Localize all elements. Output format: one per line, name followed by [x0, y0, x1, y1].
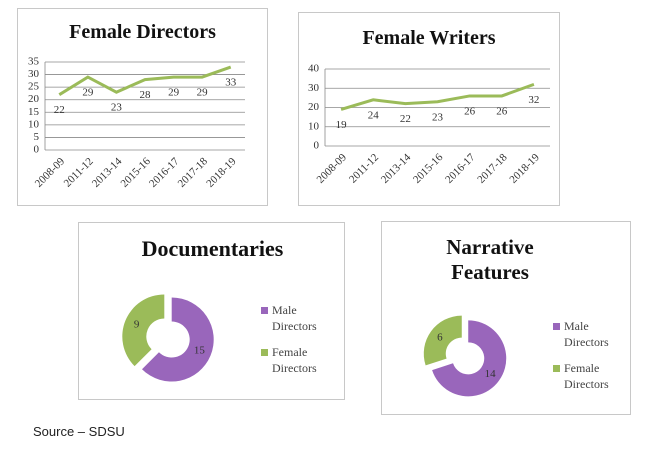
donut-slice — [141, 297, 214, 382]
legend-entry: Male Directors — [553, 319, 626, 350]
chart-title: Female Writers — [362, 27, 496, 49]
data-label: 9 — [134, 319, 140, 331]
y-tick-label: 40 — [308, 63, 320, 75]
y-tick-label: 30 — [308, 82, 320, 94]
data-label: 26 — [464, 105, 476, 117]
data-label: 23 — [111, 102, 123, 114]
chart-panel — [17, 8, 268, 206]
data-label: 26 — [496, 105, 508, 117]
y-tick-label: 5 — [34, 131, 40, 143]
y-tick-label: 0 — [34, 144, 40, 156]
y-tick-label: 30 — [28, 68, 40, 80]
y-tick-label: 20 — [28, 93, 40, 105]
y-tick-label: 0 — [314, 140, 320, 152]
legend-swatch — [553, 365, 560, 372]
data-label: 23 — [432, 111, 444, 123]
chart-panel — [78, 222, 345, 400]
data-label: 19 — [336, 119, 348, 131]
data-label: 14 — [485, 368, 497, 380]
data-label: 22 — [54, 104, 65, 116]
data-label: 29 — [168, 87, 180, 99]
y-tick-label: 15 — [28, 106, 40, 118]
chart-title: Narrative Features — [446, 235, 534, 285]
donut-slice — [423, 315, 462, 366]
y-tick-label: 10 — [28, 118, 40, 130]
data-label: 32 — [528, 94, 539, 106]
data-label: 24 — [368, 109, 380, 121]
line — [58, 65, 232, 96]
line — [340, 82, 535, 111]
chart-title: Female Directors — [69, 21, 216, 43]
donut-slice — [122, 294, 165, 367]
chart-panel — [381, 221, 631, 415]
data-label: 6 — [437, 331, 443, 343]
data-label: 29 — [82, 87, 94, 99]
legend-swatch — [261, 307, 268, 314]
legend-entry: Male Directors — [261, 303, 334, 334]
donut-slice — [432, 320, 507, 397]
data-label: 22 — [400, 113, 411, 125]
legend-swatch — [261, 349, 268, 356]
data-label: 29 — [197, 87, 209, 99]
legend-entry: Female Directors — [261, 345, 334, 376]
data-label: 33 — [225, 77, 237, 89]
legend-entry: Female Directors — [553, 361, 626, 392]
y-tick-label: 25 — [28, 81, 40, 93]
legend-swatch — [553, 323, 560, 330]
data-label: 28 — [140, 89, 152, 101]
y-tick-label: 35 — [28, 56, 40, 68]
data-label: 15 — [194, 345, 206, 357]
chart-title: Documentaries — [141, 236, 284, 261]
y-tick-label: 10 — [308, 120, 320, 132]
source-note: Source – SDSU — [33, 424, 125, 439]
y-tick-label: 20 — [308, 101, 320, 113]
chart-panel — [298, 12, 560, 206]
